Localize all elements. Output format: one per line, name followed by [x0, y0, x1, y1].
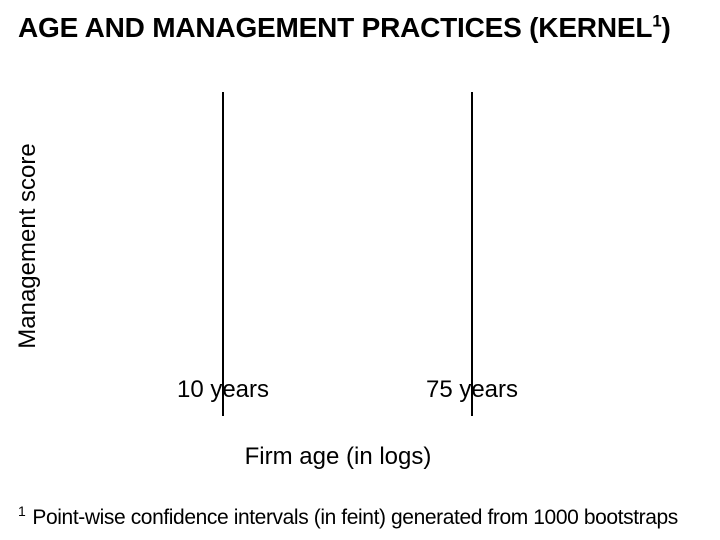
page-title-text: AGE AND MANAGEMENT PRACTICES (KERNEL [18, 12, 653, 43]
page-title-close-paren: ) [661, 12, 671, 43]
x-tick-label-10-years: 10 years [176, 376, 270, 403]
x-axis-label: Firm age (in logs) [244, 443, 432, 470]
x-tick-label-75-years: 75 years [425, 376, 519, 403]
footnote-text: Point-wise confidence intervals (in fein… [32, 506, 678, 529]
footnote: 1 Point-wise confidence intervals (in fei… [18, 503, 678, 530]
page-title: AGE AND MANAGEMENT PRACTICES (KERNEL1) [18, 12, 671, 44]
page-title-footnote-marker: 1 [652, 11, 662, 31]
y-axis-label: Management score [14, 143, 42, 349]
reference-line-10-years [222, 92, 224, 416]
reference-line-75-years [471, 92, 473, 416]
footnote-marker: 1 [18, 503, 26, 519]
